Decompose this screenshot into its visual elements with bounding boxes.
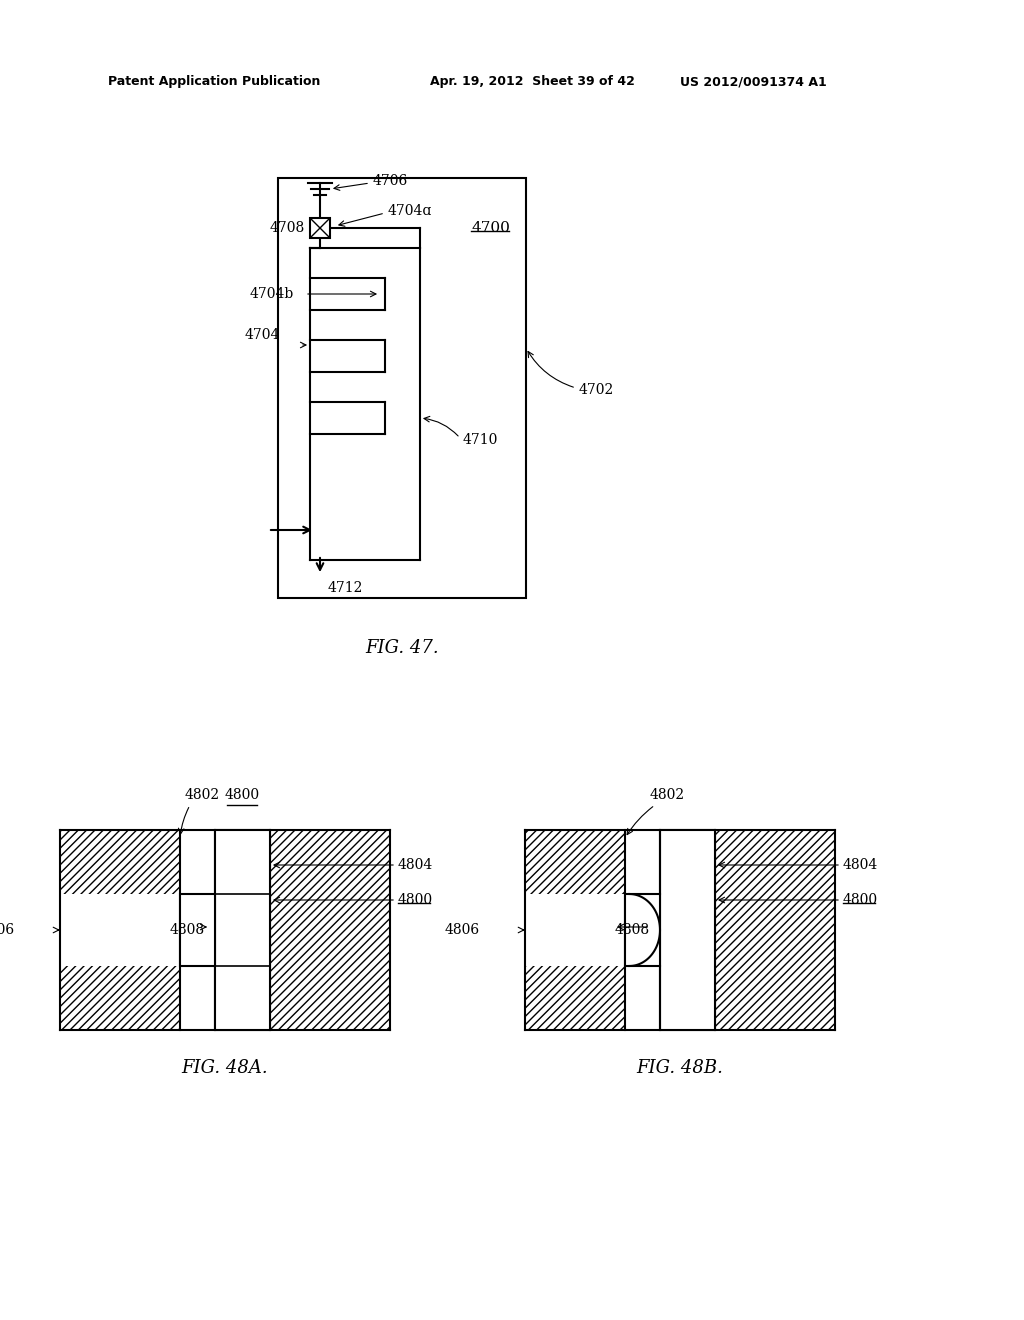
Text: 4802: 4802 <box>185 788 220 803</box>
Bar <box>215 830 270 1030</box>
Text: 4808: 4808 <box>614 923 649 937</box>
Text: 4704b: 4704b <box>250 286 294 301</box>
Bar <box>525 830 625 894</box>
Text: FIG. 48B.: FIG. 48B. <box>637 1059 723 1077</box>
Bar <box>660 830 715 1030</box>
Text: 4806: 4806 <box>0 923 15 937</box>
Text: 4802: 4802 <box>650 788 685 803</box>
Bar <box>310 218 330 238</box>
Bar <box>278 178 526 598</box>
Bar <box>60 966 180 1030</box>
Text: 4710: 4710 <box>463 433 499 447</box>
Text: 4804: 4804 <box>398 858 433 873</box>
Text: 4702: 4702 <box>579 383 614 397</box>
Text: 4804: 4804 <box>843 858 879 873</box>
Bar <box>525 966 625 1030</box>
Bar <box>60 830 180 894</box>
Text: 4800: 4800 <box>843 894 879 907</box>
Text: Apr. 19, 2012  Sheet 39 of 42: Apr. 19, 2012 Sheet 39 of 42 <box>430 75 635 88</box>
Text: 4712: 4712 <box>328 581 364 595</box>
Text: 4806: 4806 <box>444 923 480 937</box>
Text: 4700: 4700 <box>471 220 510 235</box>
Bar <box>625 894 660 966</box>
Text: 4800: 4800 <box>224 788 259 803</box>
Text: US 2012/0091374 A1: US 2012/0091374 A1 <box>680 75 826 88</box>
Text: Patent Application Publication: Patent Application Publication <box>108 75 321 88</box>
Text: 4708: 4708 <box>269 220 305 235</box>
Bar <box>180 894 215 966</box>
Text: 4704ɑ: 4704ɑ <box>388 205 432 218</box>
Text: 4808: 4808 <box>169 923 205 937</box>
Text: FIG. 47.: FIG. 47. <box>366 639 439 657</box>
Bar <box>715 830 835 1030</box>
Text: 4800: 4800 <box>398 894 433 907</box>
Text: 4704: 4704 <box>245 327 281 342</box>
Bar <box>270 830 390 1030</box>
Text: FIG. 48A.: FIG. 48A. <box>181 1059 268 1077</box>
Text: 4706: 4706 <box>373 174 409 187</box>
